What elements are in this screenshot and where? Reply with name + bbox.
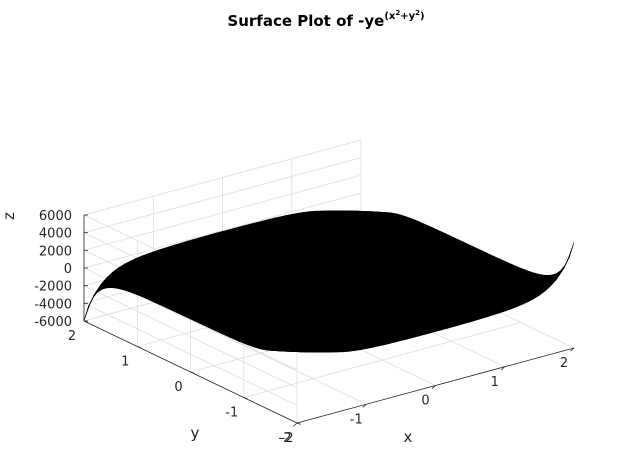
- tick-labels: -2-1012-2-1012-6000-4000-200002000400060…: [34, 209, 568, 446]
- x-tick-label-4: 2: [560, 356, 568, 371]
- x-tick-label-0: -2: [281, 431, 294, 446]
- y-tick-label-2: 0: [174, 380, 182, 395]
- chart-title-exponent: (x: [384, 11, 396, 22]
- z-tick-label-0: -6000: [34, 315, 72, 330]
- z-tick-label-5: 4000: [39, 227, 72, 242]
- y-tick-label-0: -2: [279, 431, 292, 446]
- z-tick-label-1: -4000: [34, 297, 72, 312]
- x-tick-label-1: -1: [350, 412, 363, 427]
- x-tick-label-2: 0: [421, 394, 429, 409]
- y-axis-label: y: [191, 424, 200, 442]
- surface-cell-0-47: [83, 294, 95, 321]
- chart-title-sq2: 2: [415, 9, 420, 17]
- chart-title: Surface Plot of -ye(x2+y2): [227, 9, 424, 30]
- x-tick-label-3: 1: [491, 375, 499, 390]
- z-tick-label-6: 6000: [39, 209, 72, 224]
- chart-title-main: Surface Plot of -ye: [227, 12, 384, 30]
- x-tick-1: [362, 403, 367, 408]
- y-tick-label-4: 2: [68, 329, 76, 344]
- x-axis-label: x: [404, 428, 413, 446]
- z-tick-label-2: -2000: [34, 280, 72, 295]
- chart-title-sq1: 2: [395, 9, 400, 17]
- x-tick-0: [293, 422, 298, 427]
- surface: [83, 210, 575, 353]
- y-tick-0: [296, 422, 301, 425]
- y-tick-label-1: -1: [225, 406, 238, 421]
- x-tick-4: [570, 347, 575, 352]
- y-tick-2: [190, 371, 195, 374]
- chart-title-exponent-end: ): [420, 11, 425, 22]
- z-axis-label: z: [0, 212, 18, 220]
- chart-title-exponent-mid: +y: [400, 11, 415, 22]
- z-tick-label-4: 2000: [39, 244, 72, 259]
- axes: [83, 214, 575, 427]
- x-tick-2: [431, 385, 436, 389]
- x-tick-3: [500, 366, 506, 371]
- z-tick-label-3: 0: [64, 262, 72, 277]
- y-tick-3: [137, 346, 142, 349]
- y-tick-label-3: 1: [121, 355, 129, 370]
- y-tick-1: [243, 397, 248, 400]
